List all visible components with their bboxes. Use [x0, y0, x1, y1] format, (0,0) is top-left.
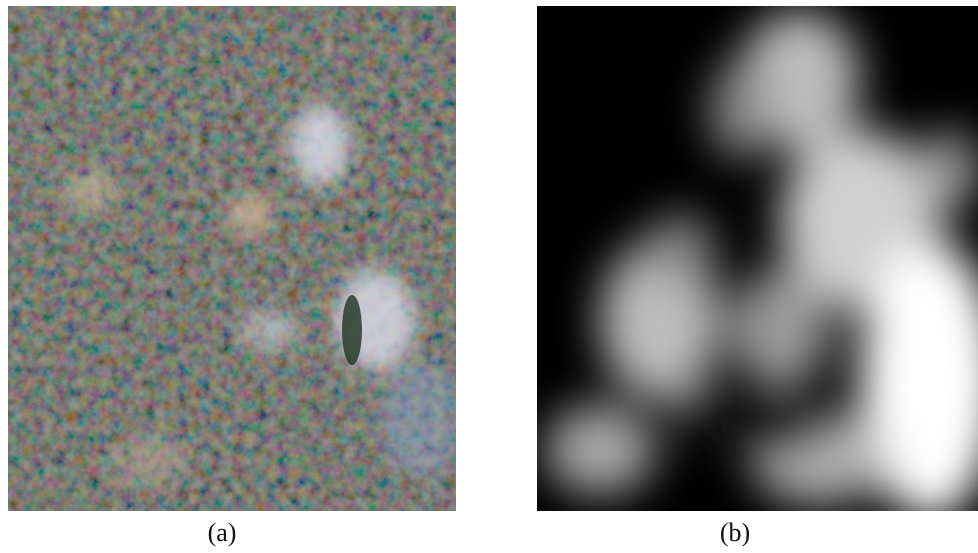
panel-label: (b) [675, 518, 795, 548]
figure-images [0, 0, 978, 515]
figure: (a) (b) (() => { const data = JSON.parse… [0, 0, 978, 553]
satellite-image [8, 6, 460, 511]
saliency-map [537, 6, 978, 515]
panel-label: (a) [162, 518, 282, 548]
